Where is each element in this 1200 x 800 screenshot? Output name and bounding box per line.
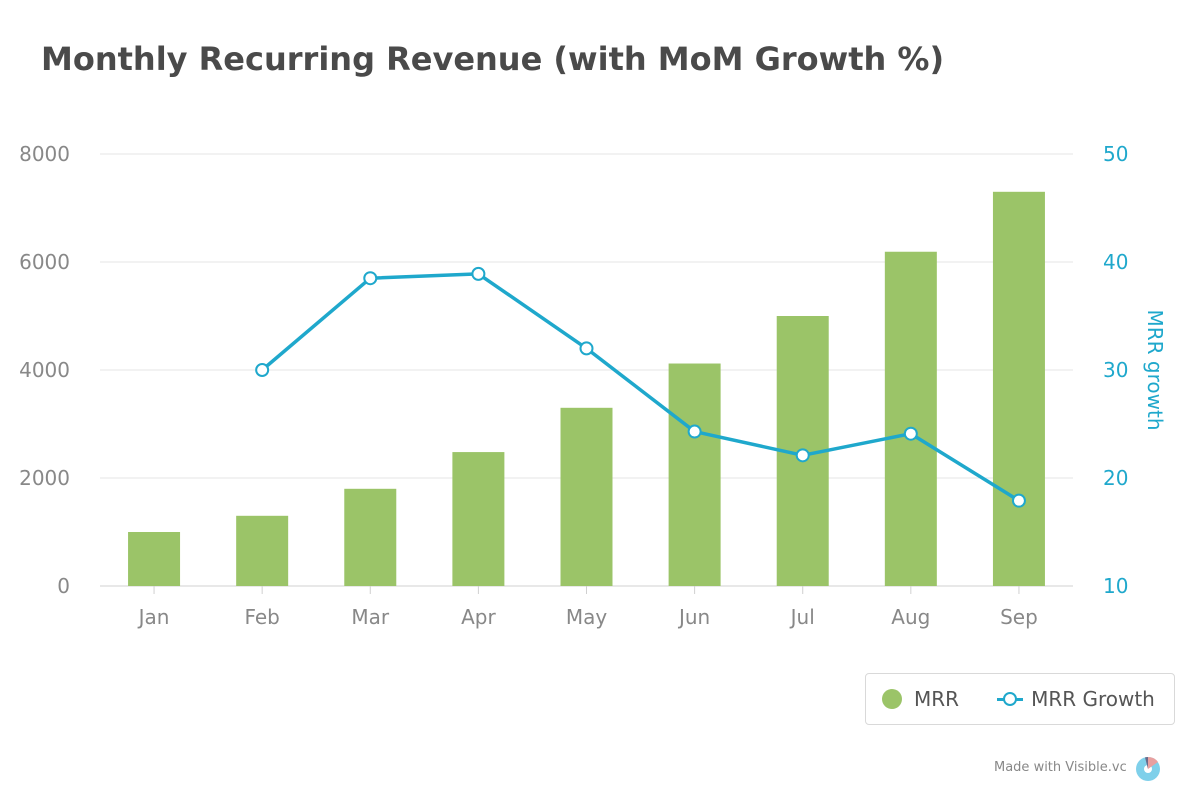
y-left-tick-label: 8000 [19,142,70,166]
y-right-tick-label: 20 [1103,466,1128,490]
visible-logo-icon [1135,756,1160,781]
point-mrr-growth-sep [1011,493,1026,508]
bar-mrr-apr [452,452,505,586]
y-left-tick-label: 4000 [19,358,70,382]
point-mrr-growth-jun [687,424,702,439]
bar-mrr-sep [992,191,1045,587]
legend-item-mrr[interactable]: MRR [866,687,959,711]
legend-mrr-marker [882,689,902,709]
bar-mrr-jan [128,532,181,586]
chart-title: Monthly Recurring Revenue (with MoM Grow… [41,40,945,78]
legend-mrr-label: MRR [914,687,960,711]
y-left-tick-label: 6000 [19,250,70,274]
legend-growth-label: MRR Growth [1031,687,1155,711]
y-right-tick-label: 40 [1103,250,1128,274]
line-mrr-growth [261,272,1020,503]
point-mrr-growth-mar [363,271,378,286]
point-mrr-growth-feb [255,363,270,377]
legend-item-mrr-growth[interactable]: MRR Growth [959,687,1155,711]
y-left-tick-label: 0 [57,574,70,598]
x-tick-label: Feb [244,605,279,629]
bar-mrr-may [560,407,613,586]
point-mrr-growth-apr [471,266,486,281]
footer-attribution[interactable]: Made with Visible.vc [994,752,1163,782]
x-tick-label: Apr [461,605,496,629]
bar-mrr-mar [344,488,397,586]
x-tick-label: Mar [351,605,390,629]
y-right-axis-label: MRR growth [1143,310,1167,431]
x-tick-label: Jun [677,605,710,629]
footer-text: Made with Visible.vc [994,759,1127,775]
legend: MRR MRR Growth [865,673,1175,725]
point-mrr-growth-jul [795,448,810,463]
x-tick-label: Jan [137,605,170,629]
y-right-tick-label: 30 [1103,358,1128,382]
legend-growth-marker [997,692,1024,706]
bar-mrr-feb [236,515,289,586]
y-right-tick-label: 50 [1103,142,1128,166]
y-left-tick-label: 2000 [19,466,70,490]
y-right-tick-label: 10 [1103,574,1128,598]
x-tick-label: Aug [891,605,930,629]
bar-mrr-jun [668,363,721,586]
x-tick-label: Sep [1000,605,1038,629]
bar-mrr-aug [884,251,937,587]
point-mrr-growth-may [579,341,594,356]
x-tick-label: May [566,605,608,629]
x-tick-label: Jul [789,605,815,629]
point-mrr-growth-aug [903,426,918,441]
